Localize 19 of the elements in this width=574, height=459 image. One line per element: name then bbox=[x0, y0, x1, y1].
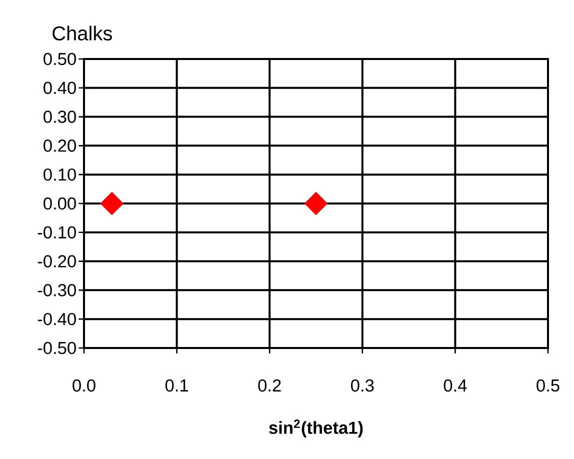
y-tick-label: -0.10 bbox=[38, 226, 76, 239]
y-tick-label: -0.20 bbox=[38, 255, 76, 268]
y-tick-label: 0.50 bbox=[44, 52, 76, 66]
y-tick-label: 0.20 bbox=[44, 140, 76, 152]
y-tick-label: 0.40 bbox=[44, 82, 76, 94]
y-tick-label: 0.00 bbox=[44, 197, 76, 210]
chart-title: Chalks bbox=[52, 26, 112, 40]
x-tick-label: 0.3 bbox=[351, 379, 374, 392]
x-tick-label: 0.1 bbox=[165, 379, 188, 392]
x-tick-label: 0.0 bbox=[72, 379, 96, 392]
y-tick-label: -0.40 bbox=[38, 312, 76, 326]
x-tick-label: 0.5 bbox=[536, 379, 560, 392]
text: sin$^{2}$(theta1) bbox=[269, 419, 363, 438]
y-tick-label: -0.30 bbox=[38, 284, 76, 296]
x-tick-label: 0.2 bbox=[258, 379, 281, 392]
y-tick-label: 0.10 bbox=[44, 168, 76, 181]
y-tick-label: -0.50 bbox=[38, 342, 76, 354]
x-tick-label: 0.4 bbox=[444, 379, 467, 392]
y-tick-label: 0.30 bbox=[44, 110, 76, 123]
